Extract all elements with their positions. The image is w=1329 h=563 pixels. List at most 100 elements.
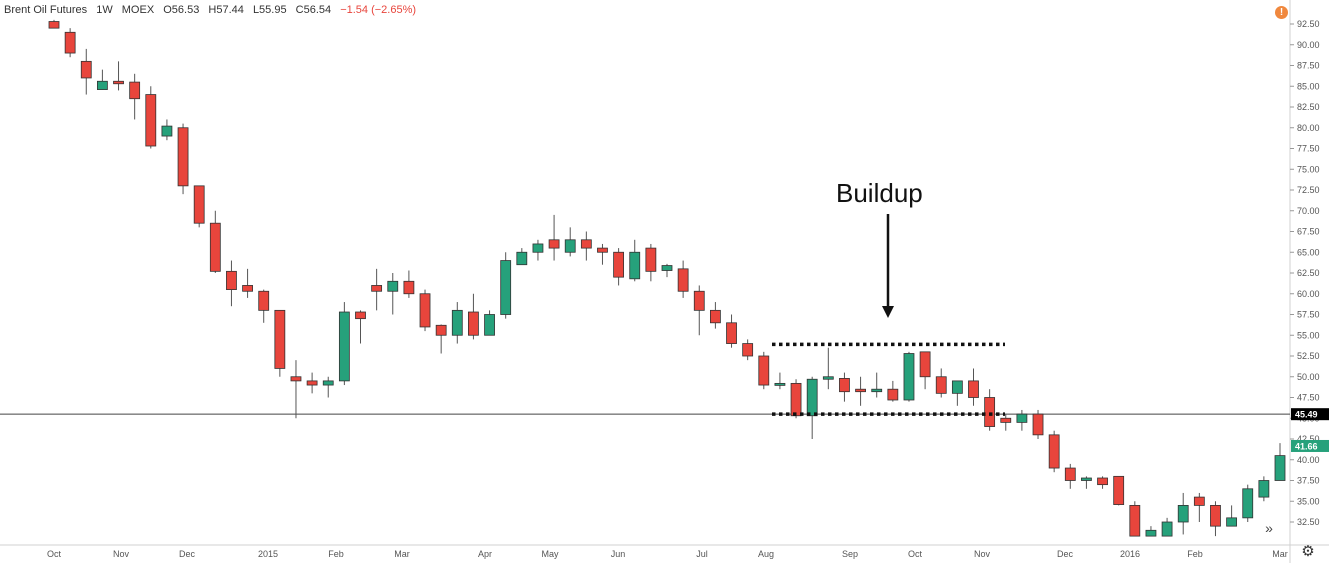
- candle[interactable]: [64, 28, 76, 58]
- candle[interactable]: [129, 73, 141, 120]
- candle[interactable]: [355, 310, 366, 344]
- candle[interactable]: [1113, 475, 1125, 506]
- candle[interactable]: [806, 376, 818, 439]
- candle[interactable]: [516, 248, 528, 266]
- candle-body: [113, 80, 124, 85]
- candle-body: [1226, 517, 1238, 527]
- candle[interactable]: [693, 285, 705, 336]
- current-price-label-bg: [1291, 408, 1329, 421]
- candle[interactable]: [1016, 409, 1028, 431]
- candle[interactable]: [919, 351, 931, 390]
- candle-body: [355, 311, 366, 320]
- candle[interactable]: [855, 376, 866, 406]
- candle-body: [1081, 477, 1092, 481]
- x-tick-label: Sep: [842, 549, 858, 559]
- candle[interactable]: [1097, 476, 1108, 489]
- candle[interactable]: [435, 324, 447, 354]
- candle[interactable]: [500, 252, 512, 319]
- candle[interactable]: [1177, 492, 1189, 535]
- candle[interactable]: [1242, 484, 1254, 522]
- gear-icon[interactable]: ⚙: [1301, 543, 1315, 560]
- candle[interactable]: [96, 69, 108, 90]
- candle[interactable]: [274, 309, 286, 377]
- candle[interactable]: [290, 360, 302, 419]
- candle-body: [984, 397, 996, 427]
- candle[interactable]: [1081, 476, 1092, 489]
- candle-body: [597, 247, 608, 253]
- candle-body: [145, 94, 157, 147]
- candle[interactable]: [242, 268, 253, 298]
- y-tick-label: 65.00: [1297, 247, 1320, 257]
- candle[interactable]: [726, 314, 737, 348]
- candle[interactable]: [177, 123, 189, 195]
- candle[interactable]: [1193, 492, 1205, 522]
- candle[interactable]: [338, 302, 350, 386]
- candle[interactable]: [80, 48, 92, 95]
- candle[interactable]: [532, 239, 544, 261]
- candle[interactable]: [1161, 517, 1173, 537]
- candle[interactable]: [403, 270, 415, 298]
- candle[interactable]: [484, 310, 495, 336]
- candle[interactable]: [419, 289, 431, 332]
- scroll-right-icon[interactable]: »: [1265, 520, 1273, 536]
- candle[interactable]: [1048, 430, 1060, 473]
- candle[interactable]: [935, 368, 947, 398]
- candle[interactable]: [1064, 463, 1076, 489]
- candle[interactable]: [822, 347, 834, 390]
- candle[interactable]: [451, 302, 463, 344]
- candle[interactable]: [758, 351, 770, 390]
- candle[interactable]: [468, 293, 479, 340]
- candle[interactable]: [597, 243, 608, 265]
- candle[interactable]: [1032, 409, 1044, 439]
- candle[interactable]: [1226, 505, 1238, 527]
- candle[interactable]: [839, 372, 850, 402]
- interval-label[interactable]: 1W: [96, 4, 113, 16]
- candle[interactable]: [968, 368, 979, 406]
- candle[interactable]: [984, 389, 996, 431]
- candle[interactable]: [371, 268, 383, 311]
- candle[interactable]: [1129, 501, 1141, 537]
- y-tick-label: 57.50: [1297, 310, 1320, 320]
- candle[interactable]: [613, 248, 625, 286]
- candle[interactable]: [564, 227, 576, 257]
- candle[interactable]: [871, 372, 883, 398]
- x-tick-label: Jun: [611, 549, 626, 559]
- candle[interactable]: [1145, 526, 1157, 537]
- y-tick-label: 35.00: [1297, 496, 1320, 506]
- candle[interactable]: [161, 119, 173, 141]
- candle-body: [403, 280, 415, 295]
- candle[interactable]: [1274, 443, 1286, 481]
- candle[interactable]: [193, 185, 205, 228]
- candle-body: [161, 125, 173, 137]
- x-tick-label: Mar: [1272, 549, 1288, 559]
- candle[interactable]: [709, 302, 721, 329]
- candle[interactable]: [580, 231, 592, 261]
- candle[interactable]: [322, 376, 334, 398]
- alert-icon[interactable]: !: [1275, 6, 1288, 19]
- candle[interactable]: [1210, 501, 1221, 537]
- candle[interactable]: [774, 372, 786, 390]
- candle[interactable]: [887, 380, 899, 402]
- candle[interactable]: [742, 339, 754, 361]
- candle[interactable]: [903, 351, 915, 402]
- candle-body: [532, 243, 544, 253]
- candle[interactable]: [548, 214, 560, 261]
- candle[interactable]: [48, 19, 60, 29]
- candle[interactable]: [209, 210, 221, 273]
- candle[interactable]: [1000, 414, 1012, 431]
- candle[interactable]: [258, 289, 270, 323]
- candle[interactable]: [1258, 476, 1270, 502]
- candle[interactable]: [113, 61, 124, 91]
- y-tick-label: 70.00: [1297, 206, 1320, 216]
- candle[interactable]: [629, 239, 641, 282]
- candle[interactable]: [661, 263, 673, 278]
- candle[interactable]: [145, 86, 157, 149]
- candle[interactable]: [951, 380, 963, 406]
- candle[interactable]: [645, 243, 657, 282]
- candle[interactable]: [387, 273, 399, 315]
- candle[interactable]: [306, 372, 318, 394]
- candle[interactable]: [677, 260, 689, 298]
- symbol-name[interactable]: Brent Oil Futures: [4, 4, 88, 16]
- candle[interactable]: [226, 260, 237, 307]
